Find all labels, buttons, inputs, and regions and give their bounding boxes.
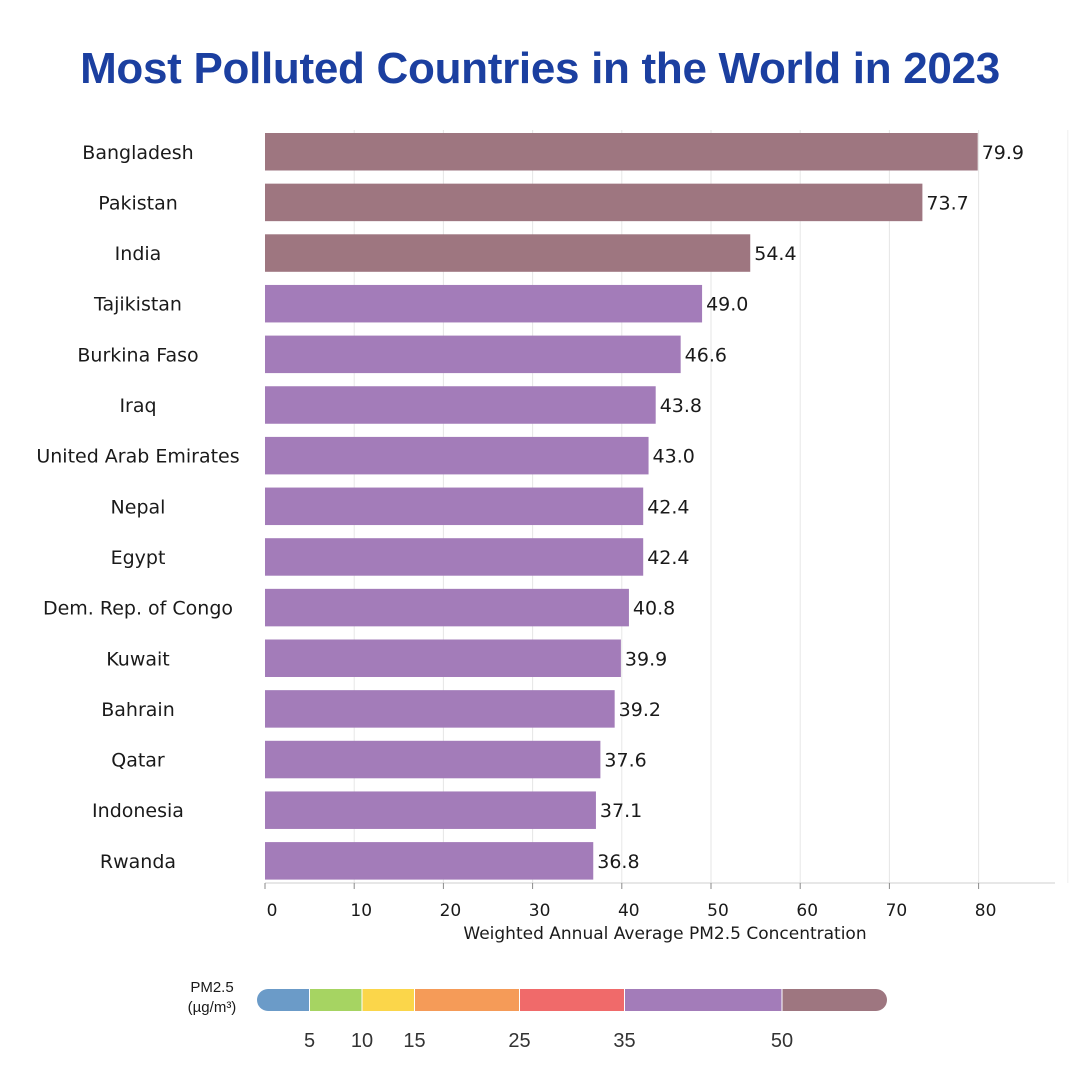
legend-title: PM2.5 (µg/m³) xyxy=(188,979,237,1016)
category-label: Rwanda xyxy=(100,851,176,873)
bar xyxy=(265,791,596,829)
category-label: Iraq xyxy=(119,395,156,417)
bar xyxy=(265,386,656,424)
bar xyxy=(265,639,621,677)
category-label: Indonesia xyxy=(92,800,184,822)
value-label: 54.4 xyxy=(754,243,796,265)
category-label: Pakistan xyxy=(98,192,178,214)
legend-tick-label: 5 xyxy=(304,1030,315,1052)
x-tick-label: 50 xyxy=(707,901,729,921)
bar xyxy=(265,588,629,627)
legend-tick-label: 25 xyxy=(508,1030,530,1052)
bar xyxy=(265,487,644,526)
bar xyxy=(265,335,681,374)
value-label: 37.6 xyxy=(604,750,646,772)
category-label: Bahrain xyxy=(101,699,175,721)
legend-bar xyxy=(257,989,887,1011)
bars xyxy=(265,133,978,880)
x-tick-label: 30 xyxy=(529,901,551,921)
legend-band xyxy=(309,989,362,1011)
x-tick-label: 20 xyxy=(440,901,462,921)
category-label: Nepal xyxy=(111,496,166,518)
legend-band xyxy=(519,989,625,1011)
bar xyxy=(265,183,923,222)
legend-title-line: (µg/m³) xyxy=(188,999,237,1016)
value-label: 42.4 xyxy=(647,547,689,569)
category-label: Dem. Rep. of Congo xyxy=(43,598,233,620)
legend-title-line: PM2.5 xyxy=(190,979,233,996)
x-axis: 0 10 20 30 40 50 60 70 80 Weighted Annual Average… xyxy=(264,882,1055,944)
x-axis-title: Weighted Annual Average PM2.5 Concentrat… xyxy=(463,924,866,944)
category-label: Kuwait xyxy=(106,648,169,670)
legend-band xyxy=(782,989,887,1011)
chart-title: Most Polluted Countries in the World in … xyxy=(80,44,1000,93)
value-label: 37.1 xyxy=(600,800,642,822)
bar xyxy=(265,740,601,779)
value-label: 79.9 xyxy=(982,142,1024,164)
legend-tick-label: 35 xyxy=(613,1030,635,1052)
legend-tick-label: 50 xyxy=(771,1030,793,1052)
legend-tick-label: 15 xyxy=(403,1030,425,1052)
category-label: India xyxy=(115,243,162,265)
bar xyxy=(265,538,644,576)
bar xyxy=(265,436,649,475)
x-tick-label: 0 xyxy=(267,901,278,921)
x-tick-label: 60 xyxy=(796,901,818,921)
category-label: Tajikistan xyxy=(93,294,182,316)
bar xyxy=(265,842,594,880)
value-label: 49.0 xyxy=(706,294,748,316)
legend-tick-label: 10 xyxy=(351,1030,373,1052)
bar xyxy=(265,284,703,323)
bar xyxy=(265,690,615,728)
value-label: 43.0 xyxy=(653,446,695,468)
category-label: United Arab Emirates xyxy=(36,446,239,468)
value-label: 42.4 xyxy=(647,496,689,518)
value-label: 46.6 xyxy=(685,344,727,366)
legend-band xyxy=(257,989,310,1011)
x-tick-label: 70 xyxy=(886,901,908,921)
category-label: Egypt xyxy=(111,547,166,569)
category-label: Qatar xyxy=(111,750,165,772)
category-label: Burkina Faso xyxy=(77,344,198,366)
x-tick-label: 40 xyxy=(618,901,640,921)
x-tick-label: 80 xyxy=(975,901,997,921)
value-label: 73.7 xyxy=(926,192,968,214)
x-tick-label: 10 xyxy=(350,901,372,921)
value-label: 43.8 xyxy=(660,395,702,417)
bar xyxy=(265,234,751,272)
legend-band xyxy=(414,989,520,1011)
labels: Bangladesh 79.9 Pakistan 73.7 India 54.4 Tajik… xyxy=(36,142,1024,873)
category-label: Bangladesh xyxy=(82,142,193,164)
value-label: 39.9 xyxy=(625,648,667,670)
legend-band xyxy=(362,989,415,1011)
value-label: 40.8 xyxy=(633,598,675,620)
value-label: 39.2 xyxy=(619,699,661,721)
color-legend: PM2.5 (µg/m³) 5 10 15 25 35 50 xyxy=(188,979,887,1052)
value-label: 36.8 xyxy=(597,851,639,873)
bar xyxy=(265,133,978,171)
legend-band xyxy=(624,989,782,1011)
